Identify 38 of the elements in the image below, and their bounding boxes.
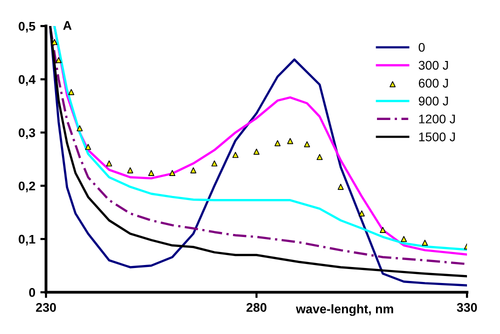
point <box>211 160 218 166</box>
point <box>106 160 112 166</box>
point <box>253 148 260 155</box>
annotation: A <box>63 21 72 30</box>
point <box>316 154 323 160</box>
x-axis-title: wave-lenght, nm <box>296 304 394 316</box>
point <box>274 140 281 146</box>
point <box>56 57 62 64</box>
point <box>169 170 176 176</box>
point <box>304 141 310 148</box>
legend-label: 1200 J <box>419 114 455 124</box>
legend-label: 0 <box>418 42 425 52</box>
y-tick-label: 0 <box>29 288 36 297</box>
point <box>148 170 154 176</box>
point <box>358 210 365 216</box>
legend-label: 600 J <box>418 78 448 88</box>
legend-label: 900 J <box>418 96 448 106</box>
y-tick-label: 0,5 <box>18 22 36 33</box>
point <box>127 167 134 174</box>
point <box>68 89 74 96</box>
point <box>232 152 238 158</box>
point <box>338 184 344 190</box>
point <box>85 144 92 150</box>
y-tick-label: 0,3 <box>18 128 36 139</box>
x-tick-label: 330 <box>456 302 477 312</box>
point <box>380 226 386 233</box>
y-tick-label: 0,2 <box>18 182 36 192</box>
legend-label: 300 J <box>418 60 448 70</box>
y-tick-label: 0,1 <box>18 234 36 246</box>
legend-label: 1500 J <box>419 132 455 142</box>
point <box>287 138 294 144</box>
x-tick-label: 280 <box>246 302 266 312</box>
y-tick-label: 0,4 <box>18 75 36 86</box>
point <box>76 125 83 132</box>
point <box>400 236 407 242</box>
point <box>190 167 196 174</box>
x-tick-label: 230 <box>36 302 56 312</box>
point <box>422 240 428 246</box>
